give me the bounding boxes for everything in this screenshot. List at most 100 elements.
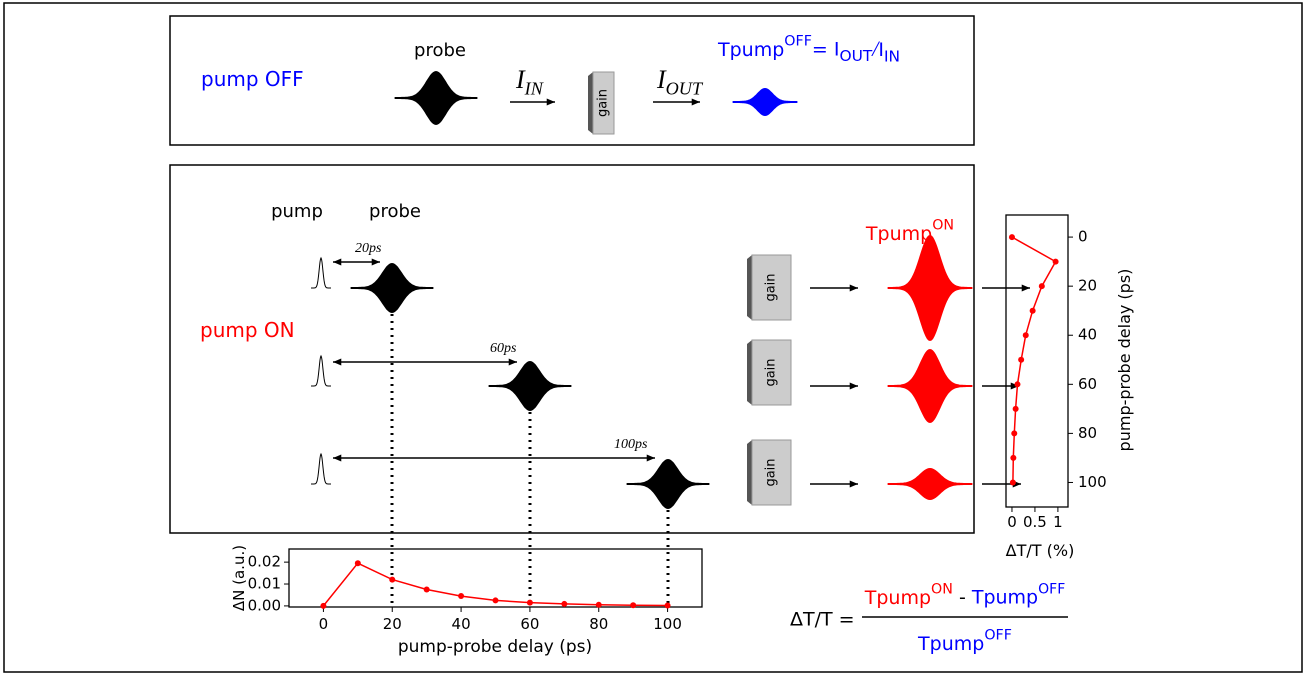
pulse xyxy=(887,234,973,342)
data-point xyxy=(389,576,396,583)
data-point xyxy=(526,599,533,606)
data-point xyxy=(1022,332,1029,339)
gain-bevel xyxy=(588,72,593,134)
gain-block xyxy=(751,439,792,506)
gain-label: gain xyxy=(764,458,779,486)
data-point xyxy=(354,560,361,567)
sub-text: IOUT xyxy=(656,65,704,99)
pulse xyxy=(350,262,434,314)
data-point xyxy=(1014,381,1021,388)
y-tick-label: 0.01 xyxy=(248,575,281,593)
text-part: I xyxy=(878,39,884,61)
text-part: Tpump xyxy=(864,587,931,609)
text-part: / xyxy=(870,36,880,61)
arrow-head xyxy=(371,258,380,266)
x-tick-label: 1 xyxy=(1053,513,1063,531)
pulse xyxy=(488,360,572,412)
probe-label: probe xyxy=(414,40,466,61)
data-point xyxy=(630,602,637,609)
y-tick-label: 60 xyxy=(1078,375,1097,393)
plot-frame xyxy=(288,548,703,608)
x-tick-label: 40 xyxy=(452,615,471,633)
sup-text: TpumpON - TpumpOFF xyxy=(864,582,1066,609)
text-part: I xyxy=(515,65,526,94)
text-part: OFF xyxy=(784,34,812,50)
arrow-head xyxy=(333,454,342,462)
pump-off-frame xyxy=(169,15,975,146)
text-part: Tpump xyxy=(865,223,932,245)
data-point xyxy=(561,600,568,607)
x-tick-label: 0.5 xyxy=(1023,513,1047,531)
sup-text: TpumpOFF= IOUT/IIN xyxy=(717,34,900,66)
text-part: IN xyxy=(524,79,544,99)
data-point xyxy=(664,602,671,609)
x-axis-label: pump-probe delay (ps) xyxy=(398,637,592,657)
arrow-head xyxy=(849,382,858,390)
text-part: OFF xyxy=(1038,582,1065,598)
delay-label: 100ps xyxy=(614,437,648,452)
arrow-head xyxy=(1010,382,1019,390)
arrow-head xyxy=(333,358,342,366)
arrow-head xyxy=(849,284,858,292)
gain-bevel xyxy=(747,340,752,405)
arrow-head xyxy=(508,358,517,366)
data-point xyxy=(1012,405,1019,412)
probe-label: probe xyxy=(369,201,421,222)
pulse xyxy=(887,348,973,424)
pump-off-label: pump OFF xyxy=(201,67,304,91)
text-part: Tpump xyxy=(917,633,984,655)
arrow-head xyxy=(849,480,858,488)
data-point xyxy=(1008,234,1015,241)
y-tick-label: 40 xyxy=(1078,326,1097,344)
y-tick-label: 0.00 xyxy=(248,596,281,614)
text-part: I xyxy=(656,65,667,94)
y-tick-label: 20 xyxy=(1078,277,1097,295)
delay-label: 60ps xyxy=(490,341,517,356)
data-point xyxy=(423,586,430,593)
gain-label: gain xyxy=(596,89,611,117)
pump-on-label: pump ON xyxy=(200,318,295,342)
sup-text: TpumpON xyxy=(865,218,954,245)
data-point xyxy=(1052,258,1059,265)
gain-bevel xyxy=(747,440,752,505)
data-point xyxy=(492,597,499,604)
outer-frame xyxy=(3,2,1303,673)
y-tick-label: 100 xyxy=(1078,473,1107,491)
y-tick-label: 0.02 xyxy=(248,553,281,571)
data-point xyxy=(1018,356,1025,363)
text-part: Tpump xyxy=(717,39,784,61)
data-point xyxy=(1011,430,1018,437)
arrow-head xyxy=(646,454,655,462)
x-tick-label: 20 xyxy=(383,615,402,633)
gain-label: gain xyxy=(764,273,779,301)
gain-bevel xyxy=(747,255,752,320)
x-tick-label: 60 xyxy=(520,615,539,633)
pump-on-frame xyxy=(169,164,975,534)
gain-block xyxy=(751,254,792,321)
text-part: = xyxy=(812,39,834,61)
text-part: IN xyxy=(884,48,900,66)
y-tick-label: 0 xyxy=(1078,228,1088,246)
pulse xyxy=(626,458,710,510)
text-part: ON xyxy=(932,218,954,234)
text-part: OUT xyxy=(839,47,872,65)
arrow-head xyxy=(333,258,342,266)
pulse xyxy=(887,467,973,501)
text-part: I xyxy=(834,39,840,61)
data-point xyxy=(320,602,327,609)
text-part: Tpump xyxy=(971,587,1038,609)
delay-label: 20ps xyxy=(355,241,382,256)
gain-block xyxy=(592,71,615,135)
pump-pulse xyxy=(311,452,331,485)
x-tick-label: 0 xyxy=(1007,513,1017,531)
arrow-head xyxy=(1021,284,1030,292)
formula-lhs: ΔT/T = xyxy=(790,609,855,631)
sup-text: TpumpOFF xyxy=(917,628,1012,655)
text-part: ON xyxy=(931,582,953,598)
text-part: - xyxy=(953,587,972,609)
y-axis-label: pump-probe delay (ps) xyxy=(1115,269,1134,452)
arrow-head xyxy=(691,98,700,106)
data-point xyxy=(1029,307,1036,314)
data-point xyxy=(1038,283,1045,290)
